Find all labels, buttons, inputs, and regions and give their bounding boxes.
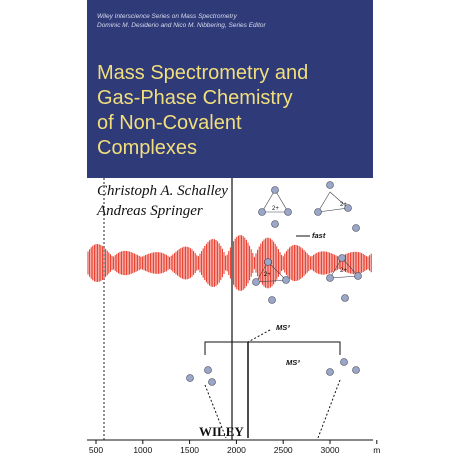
charge-label: 2+ [272,206,279,212]
author: Andreas Springer [96,203,203,219]
author: Christoph A. Schalley [97,183,228,199]
title-line: Mass Spectrometry and [97,62,308,84]
axis-label: 500 [89,445,103,455]
title-line: Complexes [97,137,197,159]
series-editors: Dominic M. Desiderio and Nico M. Nibberi… [97,22,267,29]
title-line: Gas-Phase Chemistry [97,87,293,109]
dashed-link [247,329,271,343]
axis-label: 3000 [321,445,340,455]
axis-label: 2000 [227,445,246,455]
charge-label: 2+ [340,202,347,208]
dashed-link [204,384,227,439]
ms3-label: MS³ [276,323,290,332]
title-line: of Non-Covalent [97,112,242,134]
charge-label: 2+ [340,268,347,274]
title-panel [87,0,373,178]
molecules [186,181,362,386]
fast-label: fast [312,231,326,240]
bracket [204,341,341,355]
axis-labels: 500 1000 1500 2000 2500 3000 m [89,440,380,455]
ms3-label: MS³ [286,358,300,367]
axis-label: 2500 [274,445,293,455]
charge-label: 2+ [264,272,271,278]
publisher-logo: WILEY [199,424,244,439]
series-name: Wiley Interscience Series on Mass Spectr… [97,13,237,20]
axis-label: 1000 [133,445,152,455]
axis-label: m [373,445,380,455]
axis-label: 1500 [180,445,199,455]
